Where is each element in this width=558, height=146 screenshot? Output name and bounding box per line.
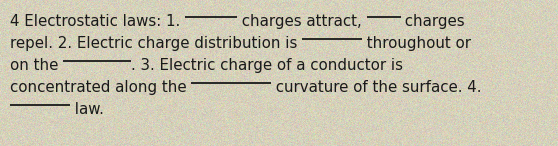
Text: curvature of the surface. 4.: curvature of the surface. 4. [271,80,482,95]
Text: on the: on the [10,58,63,73]
Text: repel. 2. Electric charge distribution is: repel. 2. Electric charge distribution i… [10,36,302,51]
Text: concentrated along the: concentrated along the [10,80,191,95]
Text: . 3. Electric charge of a conductor is: . 3. Electric charge of a conductor is [131,58,403,73]
Text: 4 Electrostatic laws: 1.: 4 Electrostatic laws: 1. [10,14,185,29]
Text: law.: law. [70,102,104,117]
Text: charges attract,: charges attract, [237,14,367,29]
Text: charges: charges [401,14,465,29]
Text: throughout or: throughout or [362,36,471,51]
